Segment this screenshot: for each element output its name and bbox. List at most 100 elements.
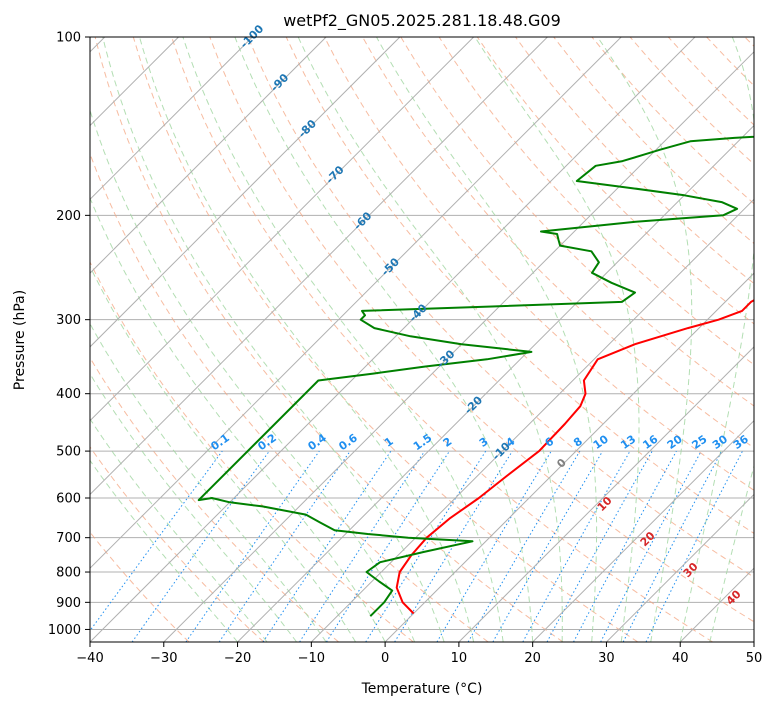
moist-adiabat-line [234, 37, 534, 642]
moist-adiabat-line [597, 37, 693, 642]
dry-adiabat-line [553, 37, 754, 245]
y-axis-label: Pressure (hPa) [12, 290, 28, 390]
moist-adiabat-line [139, 37, 475, 642]
mixing-ratio-label: 25 [689, 433, 709, 452]
isotherm-line [679, 567, 754, 642]
isotherm-line [90, 37, 401, 348]
y-tick-label: 300 [56, 313, 81, 328]
mixing-ratio-label: 0.4 [306, 431, 330, 453]
temperature-profile-line [395, 299, 754, 615]
y-tick-label: 100 [56, 31, 81, 46]
dry-adiabat-line [209, 37, 754, 623]
moist-adiabat-line [90, 418, 268, 642]
isotherm-line [384, 272, 754, 642]
moist-adiabat-line [709, 464, 754, 642]
mixing-ratio-label: 8 [571, 435, 585, 450]
mixing-ratio-line [394, 450, 513, 642]
isotherm-line [90, 37, 548, 496]
moist-adiabat-line [90, 322, 327, 642]
mixing-ratio-label: 16 [640, 432, 660, 452]
dry-adiabat-line [90, 260, 414, 642]
mixing-ratio-line [131, 450, 270, 642]
mixing-ratio-line [645, 450, 743, 642]
mixing-ratio-line [522, 450, 631, 642]
mixing-ratio-label: 20 [665, 432, 685, 452]
moist-adiabat-line [90, 372, 297, 642]
isotherm-line [753, 641, 754, 642]
moist-adiabat-label: 20 [638, 529, 658, 549]
dry-adiabat-line [90, 356, 339, 642]
dry-adiabat-line [667, 37, 754, 126]
mixing-ratio-label: 1 [382, 435, 396, 450]
isotherm-line [163, 51, 754, 642]
profile-lines [197, 135, 754, 617]
dewpoint-profile-line [197, 135, 754, 617]
mixing-ratio-line [185, 450, 320, 642]
dry-adiabat-line [476, 37, 754, 325]
chart-title: wetPf2_GN05.2025.281.18.48.G09 [283, 11, 561, 31]
dry-adiabat-line [94, 37, 564, 642]
mixing-ratio-label: 13 [618, 433, 638, 452]
y-tick-label: 500 [56, 445, 81, 460]
isotherm-line [310, 198, 754, 642]
skewed-isotherms [90, 37, 754, 642]
x-tick-label: 10 [451, 651, 468, 666]
x-axis-ticks: −40 −30 −20 −10 0 10 20 30 40 50 [76, 642, 762, 666]
dry-adiabat-line [438, 37, 754, 366]
isotherm-line [90, 37, 622, 569]
x-axis-label: Temperature (°C) [361, 681, 483, 697]
mixing-ratio-line [218, 450, 351, 642]
dry-adiabat-line [90, 531, 190, 642]
plot-area [90, 37, 754, 642]
isotherm-line [90, 37, 696, 642]
dry-adiabat-line [515, 37, 754, 285]
dry-adiabat-line [591, 37, 754, 205]
dry-adiabat-line [706, 37, 754, 87]
mixing-ratio-line [573, 450, 677, 642]
mixing-ratio-line [546, 450, 653, 642]
y-tick-label: 400 [56, 387, 81, 402]
x-tick-label: −10 [298, 651, 325, 666]
moist-adiabat-line [182, 37, 504, 642]
moist-adiabat-line [90, 108, 416, 642]
x-tick-label: −40 [76, 651, 103, 666]
mixing-ratio-line [325, 450, 450, 642]
x-tick-label: −30 [150, 651, 177, 666]
x-tick-label: 50 [746, 651, 763, 666]
line-annotations: -100-90-80-70-60-50-40-30-20-100.1 0.2 0.4… [208, 22, 751, 608]
moist-adiabat-line [297, 37, 563, 642]
mixing-ratio-label: 10 [591, 432, 611, 452]
mixing-ratio-label: 6 [543, 435, 557, 450]
x-tick-label: 30 [598, 651, 615, 666]
mixing-ratio-line [90, 450, 223, 632]
y-tick-label: 200 [56, 209, 81, 224]
dry-adiabat-line [285, 37, 754, 535]
isotherm-line [606, 493, 754, 642]
mixing-ratio-label: 0.1 [208, 431, 231, 453]
y-axis-ticks: 1000 900 800 700 600 500 400 300 200 100 [48, 31, 90, 638]
moist-adiabat-line [679, 37, 754, 642]
moist-adiabat-line [102, 37, 445, 642]
mixing-ratio-line [299, 450, 426, 642]
x-tick-label: 0 [381, 651, 389, 666]
isotherm-line [90, 37, 253, 201]
plot-frame [89, 36, 755, 643]
dry-adiabat-line [90, 446, 265, 642]
y-tick-label: 600 [56, 492, 81, 507]
mixing-ratio-line [365, 450, 487, 642]
isotherm-line [532, 419, 754, 642]
isotherm-line [458, 346, 754, 642]
dry-adiabat-line [132, 37, 639, 642]
dry-adiabat-line [323, 37, 754, 491]
mixing-ratio-line [262, 450, 392, 642]
mixing-ratio-line [436, 450, 552, 642]
moist-adiabat-line [90, 196, 386, 642]
moist-adiabat-label: 0 [554, 456, 569, 471]
x-tick-label: −20 [224, 651, 251, 666]
moist-adiabat-label: 10 [595, 494, 615, 514]
moist-adiabats [90, 37, 754, 642]
x-tick-label: 20 [524, 651, 541, 666]
dry-adiabat-line [171, 37, 713, 642]
y-tick-label: 800 [56, 566, 81, 581]
